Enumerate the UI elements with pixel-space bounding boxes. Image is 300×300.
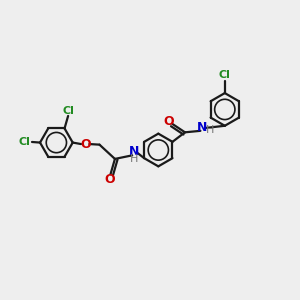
Text: Cl: Cl [62,106,74,116]
Text: O: O [105,173,116,186]
Text: N: N [197,121,207,134]
Text: N: N [128,145,139,158]
Text: Cl: Cl [219,70,231,80]
Text: H: H [206,125,215,135]
Text: Cl: Cl [18,137,30,147]
Text: H: H [130,154,138,164]
Text: O: O [80,138,91,151]
Text: O: O [163,115,174,128]
